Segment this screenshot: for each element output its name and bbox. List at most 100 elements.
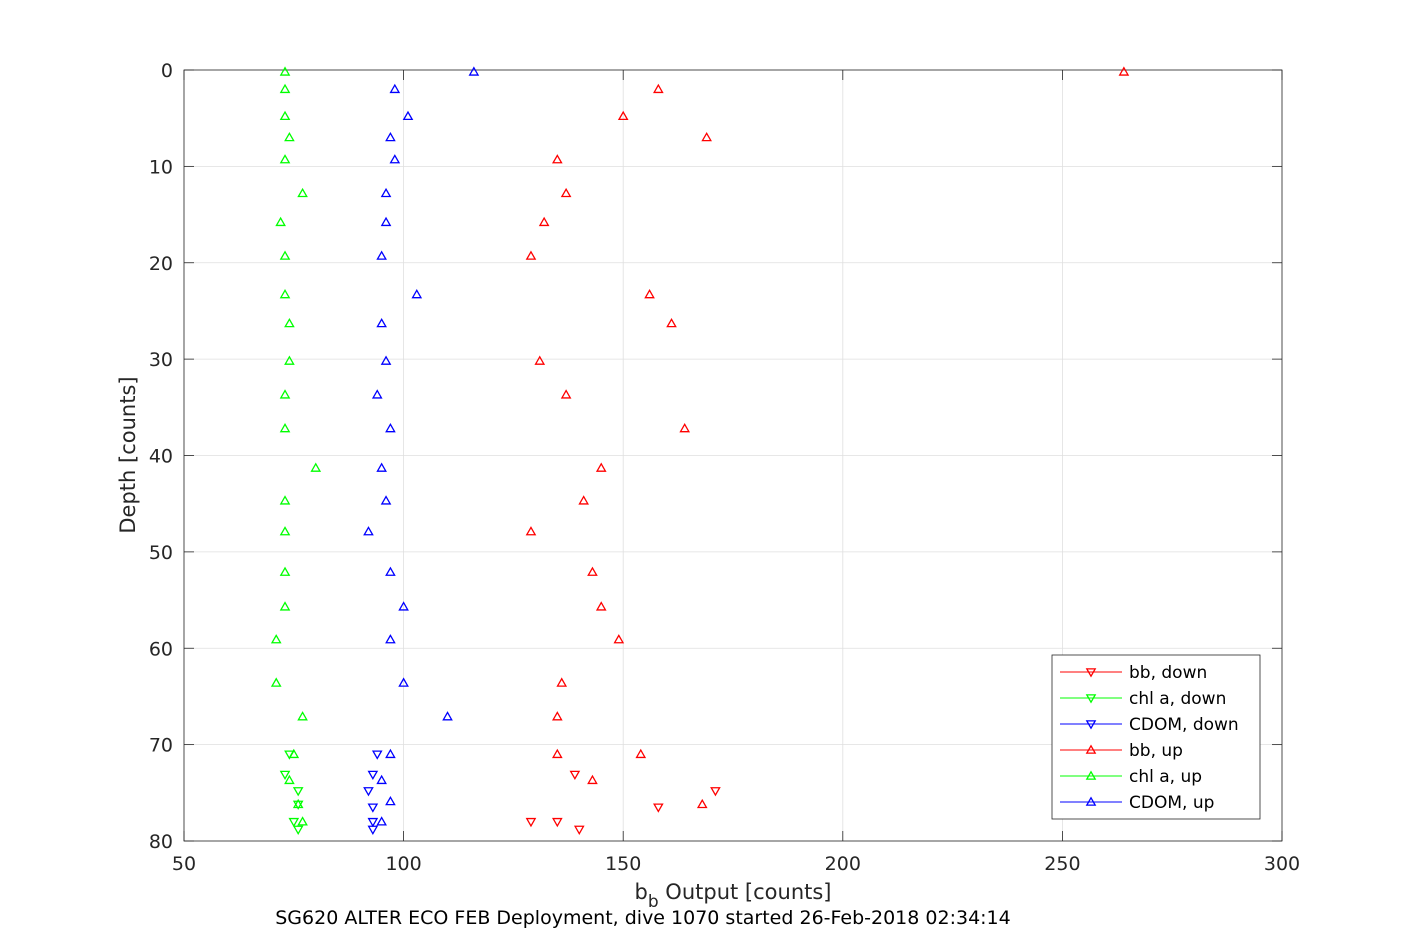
x-tick-label: 150 [605,853,641,875]
point-bb-up [578,495,589,505]
point-bb-up [587,566,598,576]
point-cdom-down [367,817,379,828]
point-chl-a-up [279,83,291,94]
point-bb-up [696,798,708,809]
point-bb-up [551,748,563,759]
point-bb-up [551,154,563,164]
data-points [270,66,1130,835]
point-chl-a-up [270,634,282,644]
y-tick-label: 20 [149,253,173,275]
point-cdom-up [376,250,387,260]
point-bb-up [635,748,647,759]
legend-marker-chl-a-up [1085,770,1097,780]
point-cdom-down [363,787,374,797]
point-cdom-up [376,816,387,826]
point-chl-a-up [310,462,322,472]
point-bb-up [556,677,568,687]
point-chl-a-up [284,131,295,142]
point-chl-a-up [275,216,286,227]
point-bb-down [525,817,537,828]
point-cdom-up [385,423,396,433]
x-tick-label: 300 [1264,853,1300,875]
point-chl-a-up [279,250,291,260]
point-bb-up [701,131,712,142]
x-tick-label: 250 [1044,853,1080,875]
point-bb-down [569,770,581,781]
point-cdom-down [367,770,379,781]
point-bb-up [653,83,664,94]
point-bb-up [644,289,655,299]
legend-marker-bb-up [1085,744,1097,754]
x-axis-label-subscript: b [648,892,659,912]
point-chl-a-up [279,110,291,121]
axis-ticks [183,69,1283,842]
point-bb-up [534,355,546,365]
point-bb-up [525,526,537,536]
point-bb-up [560,389,572,399]
point-cdom-up [385,131,396,142]
point-bb-down [551,817,563,828]
point-chl-a-down [288,817,300,828]
tick-labels: 50 100 150 200 250 300 0 10 20 30 40 50 60 70 80 [149,60,1300,875]
x-axis-label-rest: Output [counts] [659,880,832,904]
point-bb-up [595,601,607,611]
point-chl-a-up [279,389,291,399]
y-tick-label: 70 [149,735,173,757]
legend-label-chl-a-up: chl a, up [1129,767,1202,787]
point-cdom-up [385,795,396,806]
point-cdom-up [398,677,409,687]
point-cdom-up [389,83,401,94]
point-bb-up [1118,66,1130,76]
point-bb-up [538,216,550,227]
point-cdom-up [468,66,480,76]
legend-marker-chl-a-down [1085,694,1097,704]
legend-label-cdom-up: CDOM, up [1129,793,1214,813]
point-chl-a-down [279,770,291,781]
y-tick-label: 40 [149,446,173,468]
point-bb-up [560,187,572,198]
point-cdom-up [380,495,392,505]
point-chl-a-up [279,289,291,299]
point-chl-a-up [297,711,308,721]
point-chl-a-up [279,601,291,611]
point-bb-up [679,423,691,433]
x-axis-label-main: b [634,880,647,904]
point-cdom-up [376,774,387,785]
y-tick-label: 80 [149,831,173,853]
point-cdom-up [371,389,383,399]
point-chl-a-up [297,816,308,826]
point-bb-up [551,711,563,721]
point-bb-down [573,825,585,835]
point-chl-a-up [284,317,295,328]
legend: bb, down chl a, down CDOM, down bb, up chl a… [1051,654,1261,820]
point-bb-down [710,787,721,797]
legend-label-cdom-down: CDOM, down [1129,715,1239,735]
point-cdom-up [389,154,401,164]
legend-label-bb-up: bb, up [1129,741,1183,761]
point-bb-up [617,110,629,121]
point-bb-up [525,250,537,260]
point-cdom-up [363,526,374,536]
point-cdom-up [411,289,423,299]
point-cdom-down [367,825,379,835]
point-chl-a-down [292,787,304,797]
point-chl-a-up [279,526,291,536]
point-cdom-up [385,566,396,576]
point-bb-up [595,462,607,472]
point-cdom-down [371,750,383,760]
point-cdom-up [380,187,392,198]
legend-label-bb-down: bb, down [1129,663,1207,683]
x-tick-label: 200 [825,853,861,875]
legend-box [1051,654,1261,820]
point-chl-a-up [292,798,304,809]
point-chl-a-up [279,566,291,576]
point-bb-up [613,634,625,644]
y-tick-label: 0 [161,60,173,82]
point-chl-a-up [288,748,300,759]
point-cdom-up [380,216,392,227]
point-bb-up [587,774,598,785]
x-tick-label: 50 [172,853,196,875]
point-cdom-up [380,355,392,365]
point-bb-down [653,803,664,813]
